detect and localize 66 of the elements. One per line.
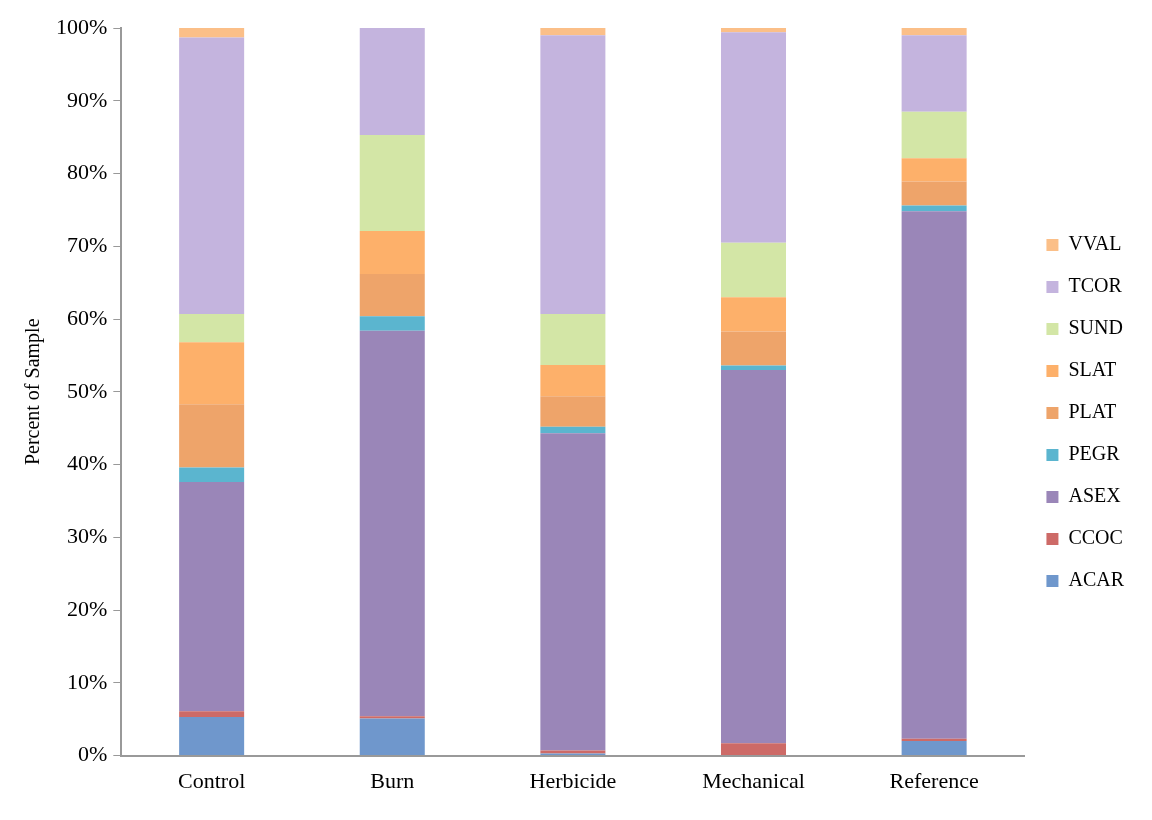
y-tick-label: 20%: [67, 595, 108, 621]
y-tick-label: 100%: [56, 13, 108, 39]
bar: [540, 426, 606, 434]
bar: [901, 211, 967, 739]
bar: [540, 313, 606, 365]
x-tick-label: Control: [178, 767, 246, 793]
bar: [720, 28, 787, 33]
x-tick-label: Reference: [889, 767, 979, 793]
y-tick-label: 0%: [78, 741, 108, 767]
bar: [720, 32, 787, 243]
legend-label: PLAT: [1068, 400, 1117, 423]
bar: [359, 718, 425, 756]
legend-label: ASEX: [1068, 484, 1122, 507]
y-tick-label: 50%: [67, 377, 108, 403]
bar: [179, 313, 245, 343]
bar: [901, 158, 967, 182]
y-tick-label: 70%: [67, 232, 108, 258]
legend-label: TCOR: [1068, 274, 1123, 297]
legend-label: VVAL: [1068, 232, 1122, 255]
y-tick-label: 60%: [67, 304, 108, 330]
bar: [179, 711, 245, 718]
bar: [359, 231, 425, 274]
y-axis-title: Percent of Sample: [21, 318, 45, 466]
legend-label: SLAT: [1068, 358, 1117, 381]
bar: [359, 330, 425, 717]
bar: [179, 342, 245, 405]
x-tick-label: Herbicide: [529, 767, 617, 793]
x-tick-label: Mechanical: [702, 767, 805, 793]
bar: [901, 181, 967, 206]
bar: [359, 716, 425, 719]
bar: [901, 35, 967, 112]
bar: [720, 365, 787, 370]
bar: [540, 396, 606, 427]
bar: [359, 134, 425, 231]
bar: [720, 743, 787, 756]
bar: [720, 331, 787, 366]
bar: [720, 369, 787, 744]
legend-label: PEGR: [1068, 442, 1121, 465]
bar: [359, 28, 425, 135]
bar: [540, 35, 606, 314]
bar: [720, 242, 787, 298]
bar: [179, 28, 245, 38]
legend-label: CCOC: [1068, 526, 1123, 549]
y-tick-label: 30%: [67, 523, 108, 549]
bar: [540, 364, 606, 397]
bar: [179, 37, 245, 314]
bar: [540, 433, 606, 751]
y-tick-label: 10%: [67, 668, 108, 694]
legend-label: ACAR: [1068, 568, 1125, 591]
bar: [901, 738, 967, 742]
bar: [179, 717, 245, 756]
bar: [179, 404, 245, 468]
bar: [179, 467, 245, 483]
bar: [359, 316, 425, 331]
bar: [901, 741, 967, 756]
bar: [720, 297, 787, 332]
bar: [540, 28, 606, 36]
bar: [359, 273, 425, 317]
y-tick-label: 90%: [67, 86, 108, 112]
bar: [901, 28, 967, 36]
y-tick-label: 40%: [67, 450, 108, 476]
x-tick-label: Burn: [370, 767, 415, 793]
bar: [179, 482, 245, 712]
y-tick-label: 80%: [67, 159, 108, 185]
bar: [901, 111, 967, 159]
legend-label: SUND: [1068, 316, 1123, 339]
